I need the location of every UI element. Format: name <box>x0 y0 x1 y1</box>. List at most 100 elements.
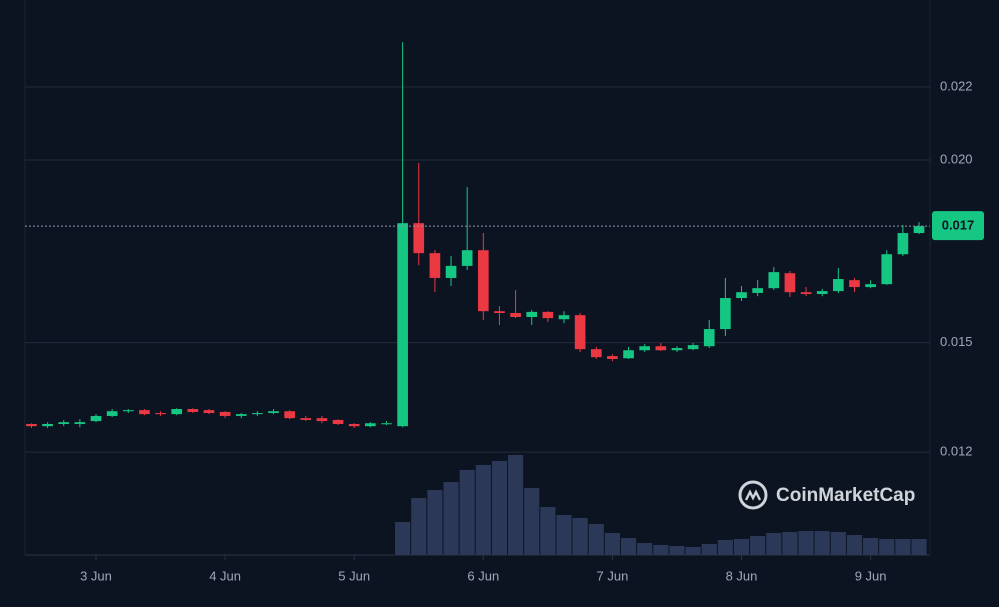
candle-body <box>800 292 812 295</box>
candle-body <box>171 409 183 415</box>
watermark: CoinMarketCap <box>738 480 915 510</box>
candle-body <box>623 350 634 359</box>
volume-bar <box>782 532 798 555</box>
volume-bar <box>508 455 524 555</box>
candle-body <box>219 411 231 416</box>
volume-bar <box>524 488 540 555</box>
watermark-logo <box>738 480 768 510</box>
candle-body <box>865 284 876 288</box>
volume-bar <box>863 538 879 555</box>
candle-body <box>897 233 909 255</box>
volume-bar <box>798 531 814 555</box>
volume-bar <box>895 539 911 555</box>
candle-body <box>381 423 392 425</box>
volume-bar <box>879 539 895 555</box>
grid <box>25 86 930 560</box>
candle-body <box>655 346 667 351</box>
candle-body <box>833 279 844 292</box>
volume-bar <box>572 518 588 555</box>
candle-body <box>687 345 699 350</box>
volume-bar <box>411 498 427 555</box>
volume-bar <box>427 490 443 555</box>
candle-body <box>784 273 796 293</box>
candle-body <box>639 346 651 351</box>
volume-bar <box>669 546 685 555</box>
candle-body <box>252 413 263 415</box>
candle-body <box>300 418 312 420</box>
candle-body <box>74 422 86 424</box>
candle-body <box>284 411 295 419</box>
volume-bar <box>395 522 411 555</box>
candle-body <box>413 223 425 254</box>
x-tick-label: 6 Jun <box>467 568 499 583</box>
candle-body <box>429 253 441 278</box>
candle-body <box>590 349 602 358</box>
candle-body <box>26 423 37 427</box>
candle-body <box>816 291 828 295</box>
candle-body <box>607 356 618 360</box>
volume-bar <box>830 532 846 555</box>
volume-bar <box>491 461 508 555</box>
last-price-box <box>932 211 984 241</box>
volume-bar <box>588 524 604 555</box>
candle-layer <box>25 42 930 429</box>
candle-body <box>849 280 860 288</box>
candle-body <box>881 254 893 285</box>
candle-body <box>155 413 166 415</box>
volume-bar <box>911 539 927 555</box>
candle-body <box>90 415 102 422</box>
volume-bar <box>459 470 475 555</box>
volume-bar <box>475 465 491 555</box>
watermark-text: CoinMarketCap <box>776 485 915 506</box>
volume-bar <box>540 507 556 555</box>
x-tick-label: 9 Jun <box>855 568 887 583</box>
volume-bar <box>733 539 750 555</box>
candle-body <box>526 311 538 318</box>
candle-body <box>42 423 53 427</box>
candle-body <box>139 410 150 415</box>
candle-body <box>558 315 570 320</box>
candle-body <box>445 265 457 278</box>
y-tick-label: 0.015 <box>940 334 973 349</box>
candle-body <box>187 409 199 412</box>
y-tick-label: 0.022 <box>940 78 973 93</box>
candle-body <box>574 315 586 350</box>
candle-body <box>752 288 763 293</box>
x-tick-label: 7 Jun <box>597 568 629 583</box>
x-tick-label: 5 Jun <box>338 568 370 583</box>
volume-bar <box>637 543 653 555</box>
last-price-label: 0.017 <box>942 218 975 233</box>
candle-body <box>332 419 344 424</box>
candle-body <box>913 226 925 234</box>
x-tick-label: 8 Jun <box>726 568 758 583</box>
candle-body <box>477 250 489 312</box>
volume-bar <box>604 533 620 555</box>
candle-body <box>736 292 747 299</box>
candle-body <box>671 348 683 351</box>
candle-body <box>316 418 328 422</box>
x-tick-label: 4 Jun <box>209 568 241 583</box>
volume-bar <box>443 482 459 555</box>
candle-body <box>720 298 731 330</box>
candle-body <box>703 329 715 347</box>
candle-body <box>494 311 505 314</box>
volume-bar <box>814 531 830 555</box>
volume-layer <box>395 455 927 555</box>
candle-body <box>203 410 215 414</box>
volume-bar <box>846 535 863 555</box>
candle-body <box>461 250 473 266</box>
axis-labels: 0.022 0.020 0.015 0.012 3 Jun 4 Jun 5 Jun 6 Jun… <box>80 78 984 583</box>
candle-body <box>510 313 521 318</box>
y-tick-label: 0.020 <box>940 151 973 166</box>
volume-bar <box>685 547 701 555</box>
candle-body <box>397 223 408 427</box>
volume-bar <box>717 540 733 555</box>
candle-body <box>106 411 118 416</box>
volume-bar <box>701 544 717 555</box>
candle-body <box>365 423 376 427</box>
volume-bar <box>653 545 669 555</box>
candle-body <box>542 311 554 319</box>
volume-bar <box>620 538 637 555</box>
